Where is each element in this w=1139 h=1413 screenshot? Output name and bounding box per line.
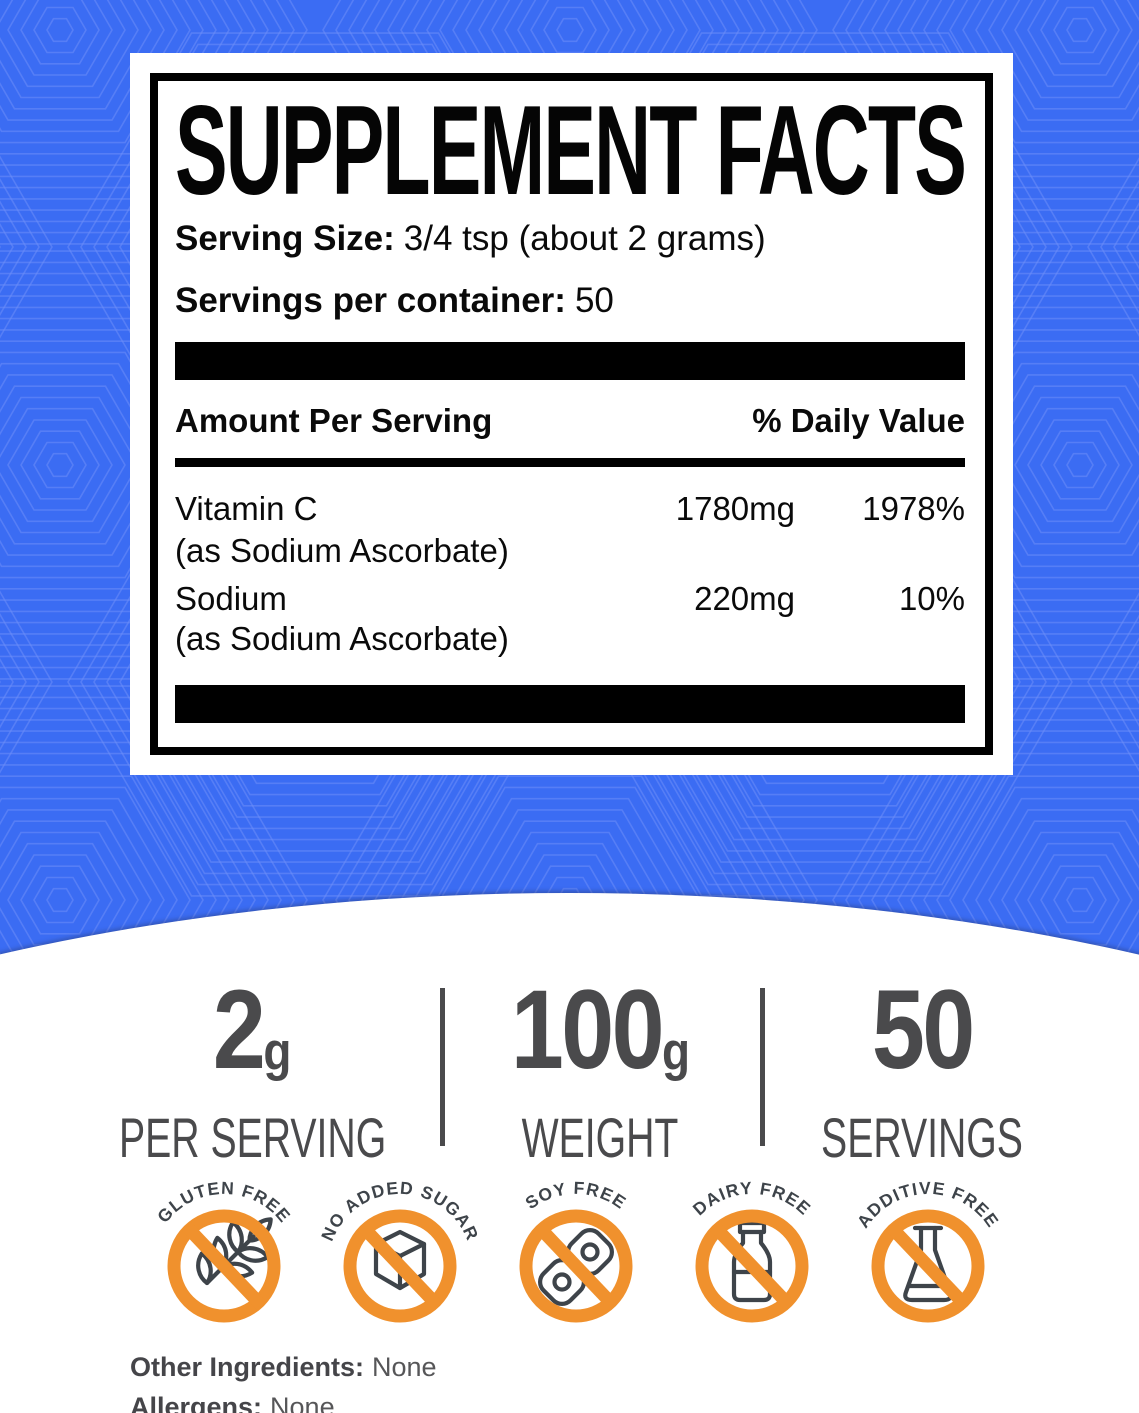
nutrient-name: Sodium — [175, 580, 287, 617]
white-curve-section — [0, 893, 1139, 1413]
stat-value: 100 — [510, 967, 664, 1092]
serving-size-line: Serving Size: 3/4 tsp (about 2 grams) — [175, 219, 766, 259]
stat-divider — [440, 988, 445, 1146]
servings-label: Servings per container: — [175, 281, 566, 320]
servings-per-container-line: Servings per container: 50 — [175, 281, 614, 321]
nutrient-name: Vitamin C — [175, 490, 318, 527]
free-from-badges: GLUTEN FREE — [136, 1166, 1016, 1346]
stat-label: SERVINGS — [821, 1106, 1023, 1169]
nutrient-amount: 1780mg — [675, 490, 795, 527]
allergens-value: None — [270, 1392, 335, 1413]
other-ingredients-line: Other Ingredients: None — [130, 1352, 437, 1383]
badge-gluten-free: GLUTEN FREE — [136, 1166, 312, 1342]
header-rule — [175, 458, 965, 467]
card-content: SUPPLEMENT FACTS Serving Size: 3/4 tsp (a… — [175, 53, 968, 775]
stat-per-serving: 2g PER SERVING — [62, 974, 442, 1169]
allergens-line: Allergens: None — [130, 1392, 437, 1413]
badge-additive-free: ADDITIVE FREE — [840, 1166, 1016, 1342]
other-ingredients-value: None — [372, 1352, 437, 1382]
serving-size-label: Serving Size: — [175, 219, 395, 258]
nutrient-dv: 1978% — [862, 490, 965, 527]
table-row: Vitamin C 1780mg 1978% — [175, 490, 965, 528]
facts-header-row: Amount Per Serving % Daily Value — [175, 402, 965, 440]
stat-servings: 50 SERVINGS — [762, 974, 1082, 1169]
card-border — [150, 73, 993, 755]
badge-soy-free: SOY FREE — [488, 1166, 664, 1342]
nutrient-detail: (as Sodium Ascorbate) — [175, 532, 509, 569]
svg-text:SOY FREE: SOY FREE — [522, 1178, 631, 1213]
stat-unit: g — [263, 1022, 292, 1082]
title-svg: SUPPLEMENT FACTS — [175, 79, 968, 221]
badge-label: ADDITIVE FREE — [853, 1178, 1002, 1232]
stat-value: 50 — [871, 967, 975, 1092]
serving-size-value: 3/4 tsp (about 2 grams) — [403, 219, 766, 258]
stat-label: WEIGHT — [521, 1106, 679, 1169]
amount-per-serving-header: Amount Per Serving — [175, 402, 493, 439]
badge-label: SOY FREE — [522, 1178, 629, 1213]
divider-bar-bottom — [175, 685, 965, 723]
stat-value: 2 — [212, 967, 266, 1092]
allergens-label: Allergens: — [130, 1392, 263, 1413]
servings-value: 50 — [574, 281, 614, 320]
supplement-facts-card: SUPPLEMENT FACTS Serving Size: 3/4 tsp (a… — [130, 53, 1013, 775]
badge-dairy-free: DAIRY FREE — [664, 1166, 840, 1342]
other-ingredients-label: Other Ingredients: — [130, 1352, 365, 1382]
prohibition-ring — [519, 1209, 633, 1323]
table-row: Sodium 220mg 10% — [175, 580, 965, 618]
stat-label: PER SERVING — [119, 1106, 387, 1169]
badge-no-added-sugar: NO ADDED SUGAR — [312, 1166, 488, 1342]
nutrient-detail: (as Sodium Ascorbate) — [175, 620, 509, 657]
stat-weight: 100g WEIGHT — [440, 974, 760, 1169]
nutrient-dv: 10% — [898, 580, 965, 617]
daily-value-header: % Daily Value — [752, 402, 965, 439]
stats-row: 2g PER SERVING 100g WEIGHT 50 SERVINGS — [0, 974, 1139, 1167]
page-title: SUPPLEMENT FACTS — [175, 79, 965, 221]
prohibition-ring — [871, 1209, 985, 1323]
prohibition-ring — [695, 1209, 809, 1323]
prohibition-ring — [343, 1209, 457, 1323]
divider-bar-top — [175, 342, 965, 380]
svg-text:ADDITIVE FREE: ADDITIVE FREE — [853, 1178, 1003, 1232]
nutrient-amount: 220mg — [694, 580, 795, 617]
prohibition-ring — [167, 1209, 281, 1323]
stat-unit: g — [661, 1022, 690, 1082]
stat-divider — [760, 988, 765, 1146]
footer-notes: Other Ingredients: None Allergens: None — [130, 1352, 437, 1413]
